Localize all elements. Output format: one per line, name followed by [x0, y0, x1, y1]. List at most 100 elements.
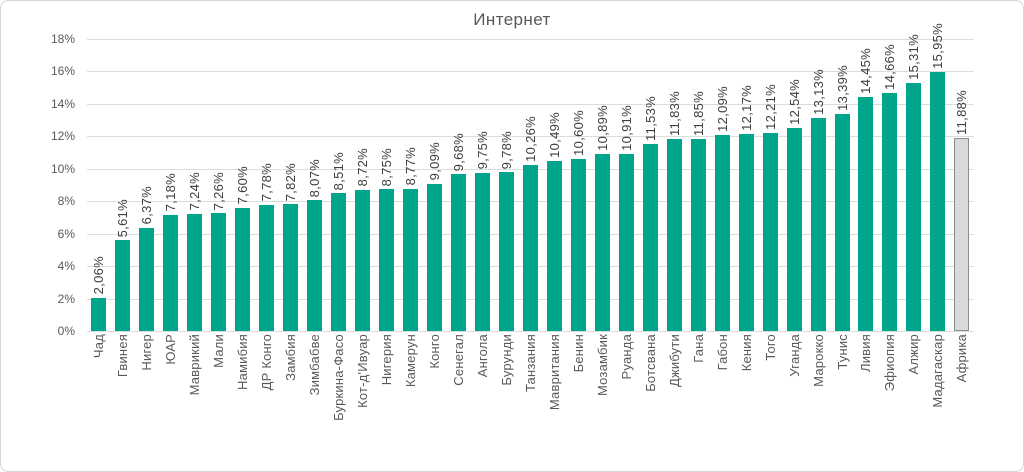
x-label: Маврикий [187, 334, 203, 396]
x-label-cell: Ливия [854, 334, 878, 454]
x-label-cell: Конго [423, 334, 447, 454]
bar-column: 8,77% [399, 39, 423, 331]
value-label: 2,06% [91, 256, 107, 295]
value-label: 7,78% [259, 163, 275, 202]
gridline [87, 39, 974, 40]
x-label-cell: Кения [734, 334, 758, 454]
plot-area: 2,06% 5,61% 6,37% 7,18% 7,24% 7,26% 7,60% 7,78%… [87, 23, 974, 332]
x-label: Мали [211, 334, 227, 368]
x-label-cell: Бурунди [494, 334, 518, 454]
bar-column: 14,66% [878, 39, 902, 331]
chart-title: Интернет [473, 10, 551, 29]
bar-column: 8,51% [327, 39, 351, 331]
value-label: 11,83% [666, 91, 682, 137]
bar [307, 200, 323, 331]
x-axis-labels: Чад Гвинея Нигер ЮАР Маврикий Мали Намибия ДР К… [87, 334, 974, 454]
bar-column: 12,21% [758, 39, 782, 331]
bar-column: 11,83% [662, 39, 686, 331]
y-tick-label: 2% [57, 291, 75, 306]
x-label: Мадагаскар [930, 334, 946, 408]
value-label: 11,85% [690, 90, 706, 136]
bar-column: 8,72% [351, 39, 375, 331]
value-label: 15,31% [906, 33, 922, 80]
y-tick-label: 14% [50, 96, 75, 111]
x-label-cell: Уганда [782, 334, 806, 454]
x-label-cell: Джибути [662, 334, 686, 454]
bar-column: 11,53% [638, 39, 662, 331]
x-label-cell: Руанда [614, 334, 638, 454]
gridline [87, 136, 974, 138]
bar-column: 11,88% [950, 39, 974, 331]
bar [762, 132, 778, 331]
value-label: 13,13% [810, 69, 826, 116]
x-label: Бурунди [498, 334, 514, 386]
bar-column: 2,06% [87, 39, 111, 331]
bar [930, 72, 946, 331]
value-label: 6,37% [139, 186, 155, 225]
bar [403, 188, 419, 331]
x-label: Ливия [858, 334, 874, 373]
value-label: 12,21% [762, 84, 778, 130]
bar [858, 96, 874, 331]
x-label: Африка [954, 334, 970, 383]
bar-series: 2,06% 5,61% 6,37% 7,18% 7,24% 7,26% 7,60% 7,78%… [87, 23, 974, 331]
bar-column: 7,82% [279, 39, 303, 331]
value-label: 10,91% [618, 105, 634, 152]
bar [810, 118, 826, 331]
x-label-cell: Нигер [135, 334, 159, 454]
x-label-cell: Зимбабве [303, 334, 327, 454]
x-label-cell: Эфиопия [878, 334, 902, 454]
bar [786, 127, 802, 331]
bar [355, 189, 371, 331]
bar [187, 213, 203, 331]
y-tick-label: 12% [50, 129, 75, 144]
bar-column: 9,78% [494, 39, 518, 331]
bar [498, 172, 514, 331]
bar-column: 5,61% [111, 39, 135, 331]
x-label: Гвинея [115, 334, 131, 378]
x-label-cell: Ботсвана [638, 334, 662, 454]
x-label: Танзания [522, 334, 538, 393]
x-label: Конго [427, 334, 443, 369]
bar [211, 213, 227, 331]
bar-column: 9,09% [423, 39, 447, 331]
value-label: 5,61% [115, 198, 131, 237]
bar-column: 13,13% [806, 39, 830, 331]
value-label: 7,60% [235, 166, 251, 205]
x-label: Бенин [570, 334, 586, 373]
x-label: Кения [738, 334, 754, 372]
value-label: 8,07% [307, 158, 323, 198]
bar-column: 7,24% [183, 39, 207, 331]
bar-column: 12,17% [734, 39, 758, 331]
value-label: 10,89% [594, 105, 610, 152]
x-label: Джибути [666, 334, 682, 388]
x-label: Чад [91, 334, 107, 359]
bar-column: 15,95% [926, 23, 950, 331]
y-tick-label: 8% [57, 194, 75, 209]
value-label: 8,51% [331, 151, 347, 190]
bar [115, 240, 131, 331]
bar-column: 12,09% [710, 39, 734, 331]
bar-column: 10,89% [590, 39, 614, 331]
bar-column: 13,39% [830, 39, 854, 331]
x-label-cell: Мозамбик [590, 334, 614, 454]
x-label: Кот-д'Ивуар [355, 334, 371, 408]
x-label-cell: Кот-д'Ивуар [351, 334, 375, 454]
bar [235, 207, 251, 331]
bar [882, 93, 898, 331]
value-label: 7,26% [211, 171, 227, 211]
x-label-cell: Маврикий [183, 334, 207, 454]
gridline [87, 103, 974, 105]
x-label: Намибия [235, 334, 251, 390]
x-label-cell: Гвинея [111, 334, 135, 454]
bar [474, 172, 490, 331]
bar [259, 204, 275, 331]
x-label: Мозамбик [594, 334, 610, 397]
bar [594, 154, 610, 331]
gridline [87, 71, 974, 73]
x-label-cell: Чад [87, 334, 111, 454]
bar [690, 138, 706, 331]
value-label: 9,78% [498, 130, 514, 170]
value-label: 9,75% [474, 131, 490, 170]
value-label: 8,75% [379, 147, 395, 187]
